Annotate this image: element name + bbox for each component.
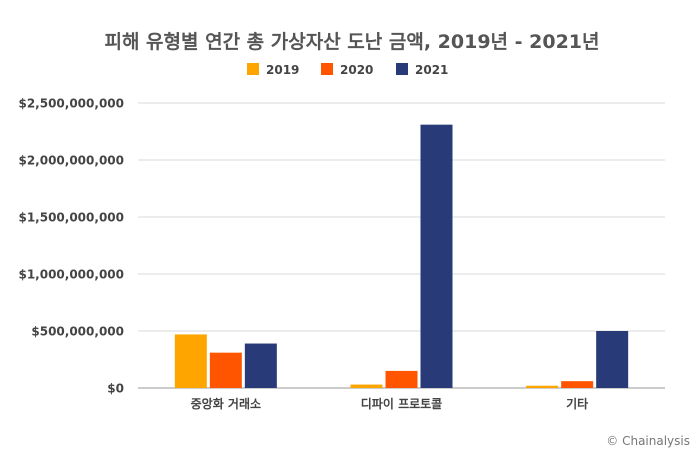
bars: [174, 124, 629, 388]
legend-label-2019: 2019: [266, 63, 299, 77]
bar-2021-2: [596, 331, 629, 388]
bar-2020-0: [209, 352, 242, 388]
x-tick-label: 중앙화 거래소: [191, 396, 261, 411]
bar-2019-0: [174, 334, 207, 388]
bar-2019-2: [526, 385, 559, 388]
gridlines: [138, 102, 665, 389]
legend: 2019 2020 2021: [247, 63, 448, 77]
y-tick-label: $1,500,000,000: [18, 211, 124, 225]
legend-swatch-2020: [321, 63, 333, 75]
y-tick-label: $1,000,000,000: [18, 268, 124, 282]
legend-swatch-2019: [247, 63, 259, 75]
legend-label-2020: 2020: [340, 63, 373, 77]
x-tick-label: 기타: [566, 396, 588, 411]
bar-2020-1: [385, 370, 418, 388]
legend-swatch-2021: [396, 63, 408, 75]
y-tick-label: $0: [107, 382, 124, 396]
bar-2021-0: [244, 343, 277, 388]
x-axis: 중앙화 거래소 디파이 프로토콜 기타: [191, 396, 589, 411]
y-tick-label: $2,000,000,000: [18, 154, 124, 168]
chart-title: 피해 유형별 연간 총 가상자산 도난 금액, 2019년 - 2021년: [104, 31, 599, 53]
source-label: © Chainalysis: [606, 434, 690, 448]
y-axis: $0 $500,000,000 $1,000,000,000 $1,500,000,0…: [18, 97, 124, 396]
bar-2019-1: [350, 384, 383, 388]
y-tick-label: $500,000,000: [31, 325, 124, 339]
y-tick-label: $2,500,000,000: [18, 97, 124, 111]
x-tick-label: 디파이 프로토콜: [361, 396, 442, 411]
bar-2021-1: [420, 124, 453, 388]
bar-2020-2: [561, 381, 594, 388]
legend-label-2021: 2021: [415, 63, 448, 77]
